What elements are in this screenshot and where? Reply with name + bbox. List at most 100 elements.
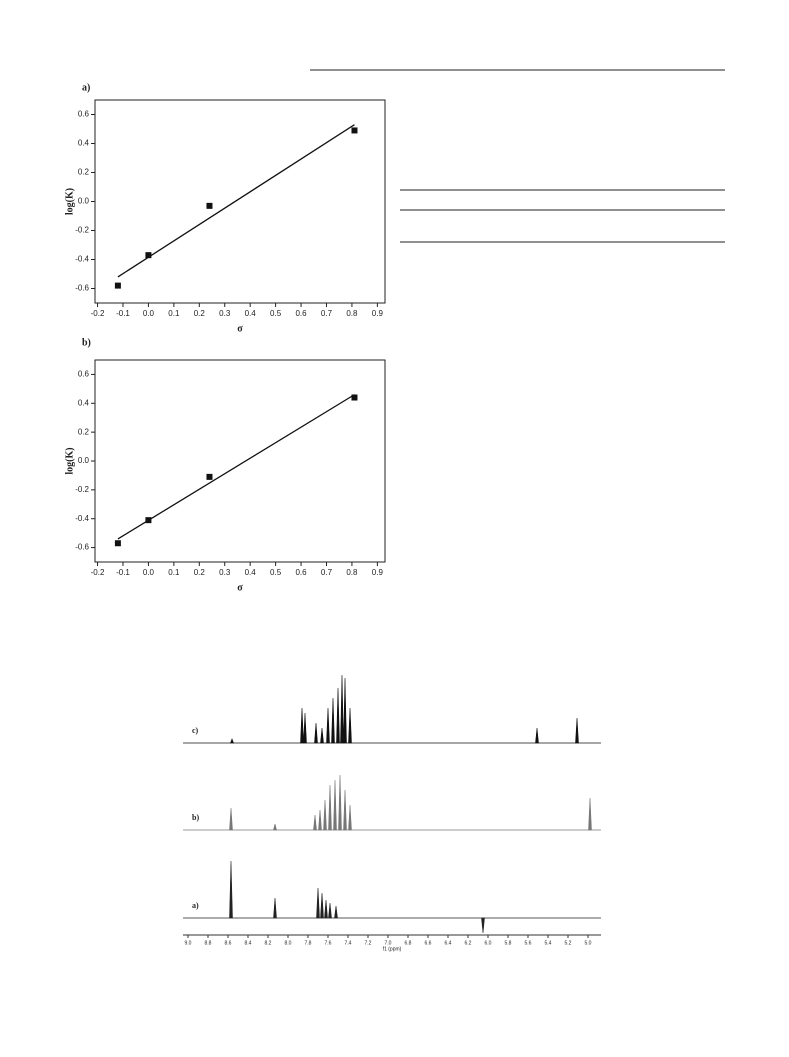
panel-label: a) bbox=[82, 82, 90, 93]
panel-label: b) bbox=[82, 337, 91, 348]
peak bbox=[481, 917, 485, 934]
fit-line bbox=[117, 124, 355, 278]
data-point bbox=[206, 473, 213, 480]
peak bbox=[320, 892, 324, 919]
x-tick-label: 8.4 bbox=[245, 940, 252, 946]
peak bbox=[588, 797, 592, 831]
y-tick-label: 0.6 bbox=[78, 110, 90, 119]
x-tick-label: -0.2 bbox=[91, 309, 105, 318]
y-tick-label: 0.2 bbox=[78, 427, 90, 436]
peak bbox=[314, 722, 318, 744]
x-tick-label: 0.2 bbox=[194, 309, 206, 318]
x-tick-label: 6.8 bbox=[405, 940, 412, 946]
peak bbox=[328, 902, 332, 919]
peak bbox=[273, 823, 277, 831]
x-tick-label: 5.6 bbox=[525, 940, 532, 946]
x-tick-label: -0.1 bbox=[116, 568, 130, 577]
y-tick-label: -0.4 bbox=[75, 255, 89, 264]
x-tick-label: 0.3 bbox=[219, 568, 231, 577]
x-tick-label: 0.4 bbox=[245, 309, 257, 318]
data-point bbox=[206, 202, 213, 209]
peak bbox=[328, 784, 332, 831]
x-tick-label: 8.6 bbox=[225, 940, 232, 946]
x-tick-label: 6.2 bbox=[465, 940, 472, 946]
y-tick-label: 0.4 bbox=[78, 139, 90, 148]
y-tick-label: -0.6 bbox=[75, 284, 89, 293]
x-tick-label: 7.6 bbox=[325, 940, 332, 946]
data-point bbox=[145, 252, 152, 259]
x-tick-label: 0.1 bbox=[168, 568, 180, 577]
data-point bbox=[114, 540, 121, 547]
x-tick-label: 5.4 bbox=[545, 940, 552, 946]
y-tick-label: 0.0 bbox=[78, 197, 90, 206]
peak bbox=[333, 779, 337, 831]
panel-label: a) bbox=[192, 901, 199, 910]
peak bbox=[229, 807, 233, 831]
y-tick-label: 0.0 bbox=[78, 456, 90, 465]
x-tick-label: 0.8 bbox=[346, 309, 358, 318]
plot-frame bbox=[94, 359, 386, 563]
x-tick-label: 0.7 bbox=[321, 309, 333, 318]
data-point bbox=[351, 127, 358, 134]
x-tick-label: 0.7 bbox=[321, 568, 333, 577]
x-axis-label: σ bbox=[237, 323, 243, 334]
peak bbox=[338, 774, 342, 831]
x-tick-label: 0.6 bbox=[295, 568, 307, 577]
peak bbox=[300, 707, 304, 744]
y-tick-label: -0.6 bbox=[75, 543, 89, 552]
x-tick-label: 7.2 bbox=[365, 940, 372, 946]
x-tick-label: 6.4 bbox=[445, 940, 452, 946]
peak bbox=[320, 727, 324, 744]
peak bbox=[273, 897, 277, 919]
x-tick-label: 8.8 bbox=[205, 940, 212, 946]
table-rules bbox=[310, 69, 725, 243]
peak bbox=[318, 809, 322, 831]
peak bbox=[334, 905, 338, 919]
x-tick-label: -0.2 bbox=[91, 568, 105, 577]
data-point bbox=[145, 517, 152, 524]
x-tick-label: 0.3 bbox=[219, 309, 231, 318]
peak bbox=[324, 899, 328, 919]
data-point bbox=[114, 282, 121, 289]
x-tick-label: 5.0 bbox=[585, 940, 592, 946]
y-tick-label: -0.4 bbox=[75, 514, 89, 523]
x-tick-label: 9.0 bbox=[185, 940, 192, 946]
x-tick-label: 0.5 bbox=[270, 309, 282, 318]
y-tick-label: 0.4 bbox=[78, 398, 90, 407]
x-tick-label: 0.2 bbox=[194, 568, 206, 577]
x-tick-label: 0.1 bbox=[168, 309, 180, 318]
y-tick-label: 0.2 bbox=[78, 168, 90, 177]
y-tick-label: -0.2 bbox=[75, 226, 89, 235]
y-axis-label: log(K) bbox=[64, 188, 75, 215]
x-tick-label: 0.9 bbox=[372, 309, 384, 318]
plot-frame bbox=[94, 99, 386, 304]
peak bbox=[331, 697, 335, 744]
peak bbox=[348, 707, 352, 744]
peak bbox=[326, 707, 330, 744]
peak bbox=[336, 687, 340, 744]
x-tick-label: 0.8 bbox=[346, 568, 358, 577]
x-axis-label: σ bbox=[237, 582, 243, 593]
panel-label: c) bbox=[192, 726, 199, 735]
peak bbox=[313, 814, 317, 831]
x-tick-label: 7.8 bbox=[305, 940, 312, 946]
peak bbox=[343, 789, 347, 831]
x-tick-label: 0.5 bbox=[270, 568, 282, 577]
x-tick-label: 6.6 bbox=[425, 940, 432, 946]
x-tick-label: 0.0 bbox=[143, 309, 155, 318]
peak bbox=[340, 674, 344, 744]
peak bbox=[303, 712, 307, 744]
fit-line bbox=[117, 394, 355, 540]
x-tick-label: 5.8 bbox=[505, 940, 512, 946]
peak bbox=[316, 887, 320, 919]
x-tick-label: 7.4 bbox=[345, 940, 352, 946]
peak bbox=[575, 717, 579, 744]
peak bbox=[535, 727, 539, 744]
x-tick-label: 0.6 bbox=[295, 309, 307, 318]
x-tick-label: 0.9 bbox=[372, 568, 384, 577]
data-point bbox=[351, 394, 358, 401]
peak bbox=[323, 799, 327, 831]
panel-label: b) bbox=[192, 813, 199, 822]
x-tick-label: 8.0 bbox=[285, 940, 292, 946]
